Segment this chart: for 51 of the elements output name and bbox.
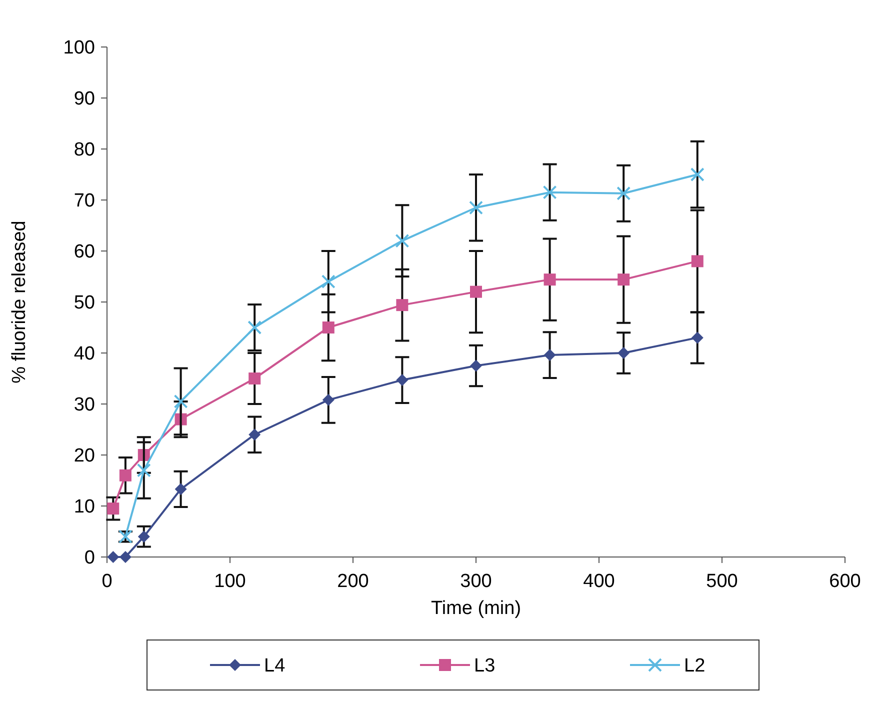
y-axis-title: % fluoride released bbox=[9, 220, 30, 384]
x-tick-label: 400 bbox=[583, 571, 615, 592]
point bbox=[138, 530, 150, 543]
x-axis-title: Time (min) bbox=[430, 598, 522, 619]
x-tick-label: 600 bbox=[829, 571, 861, 592]
point bbox=[322, 322, 334, 334]
y-tick-label: 0 bbox=[84, 548, 95, 569]
x-tick-label: 300 bbox=[460, 571, 492, 592]
x-tick-label: 500 bbox=[706, 571, 738, 592]
point bbox=[469, 200, 483, 215]
point bbox=[322, 394, 334, 406]
point bbox=[248, 320, 262, 334]
y-tick-label: 90 bbox=[74, 88, 95, 110]
legend-label: L4 bbox=[264, 656, 286, 677]
legend-label: L2 bbox=[684, 656, 706, 677]
point bbox=[618, 347, 630, 359]
y-tick-label: 30 bbox=[74, 394, 95, 416]
y-tick-label: 70 bbox=[74, 190, 95, 212]
point bbox=[174, 483, 187, 496]
point bbox=[542, 185, 557, 200]
x-tick-label: 0 bbox=[102, 571, 112, 592]
point bbox=[395, 234, 410, 248]
x-tick-label: 100 bbox=[214, 571, 246, 592]
point bbox=[691, 332, 704, 344]
point bbox=[690, 168, 704, 182]
point bbox=[119, 551, 132, 563]
point bbox=[544, 349, 556, 362]
point bbox=[248, 372, 261, 384]
point bbox=[248, 428, 261, 441]
point bbox=[470, 360, 482, 372]
point bbox=[119, 469, 132, 482]
y-tick-label: 20 bbox=[74, 446, 95, 467]
legend-label: L3 bbox=[474, 656, 496, 677]
y-tick-label: 60 bbox=[74, 242, 95, 263]
point bbox=[470, 286, 482, 298]
point bbox=[691, 255, 704, 268]
y-tick-label: 80 bbox=[74, 140, 95, 161]
point bbox=[321, 274, 336, 289]
y-tick-label: 50 bbox=[74, 292, 95, 314]
point bbox=[107, 551, 120, 563]
point bbox=[618, 274, 630, 286]
point bbox=[174, 394, 188, 408]
x-tick-label: 200 bbox=[337, 571, 369, 592]
point bbox=[544, 274, 556, 286]
y-tick-label: 40 bbox=[74, 344, 95, 365]
point bbox=[136, 463, 151, 478]
point bbox=[396, 374, 408, 386]
y-tick-label: 10 bbox=[74, 496, 95, 518]
point bbox=[396, 299, 408, 312]
point bbox=[616, 186, 631, 200]
y-tick-label: 100 bbox=[63, 38, 95, 59]
